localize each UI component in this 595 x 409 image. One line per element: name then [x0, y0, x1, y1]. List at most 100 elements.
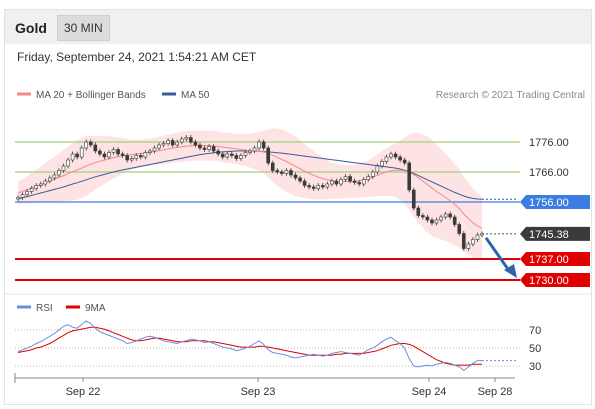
level-label-1730.00: 1730.00: [529, 275, 569, 287]
candle-body: [411, 189, 416, 209]
candle-body: [139, 155, 143, 158]
candle-body: [298, 177, 302, 182]
candle-body: [371, 171, 375, 177]
candle-body: [148, 150, 152, 153]
candle-body: [302, 180, 307, 186]
rsi-tick-30: 30: [529, 361, 541, 373]
candle-body: [380, 161, 384, 167]
x-axis: Sep 22 Sep 23 Sep 24 Sep 28: [14, 373, 515, 398]
candle-body: [125, 155, 129, 161]
candle-body: [225, 153, 230, 158]
candle-body: [61, 165, 66, 171]
candle-body: [421, 215, 425, 218]
candle-body: [448, 213, 452, 218]
candle-body: [398, 156, 402, 161]
ma50-legend-label: MA 50: [181, 90, 210, 101]
candle-body: [16, 197, 20, 200]
candle-body: [48, 177, 52, 182]
candle-body: [280, 171, 284, 174]
ma9-legend-label: 9MA: [85, 303, 106, 314]
candle-body: [152, 147, 157, 152]
candle-body: [211, 146, 216, 152]
candle-body: [134, 155, 139, 159]
forecast-arrow-head: [504, 264, 517, 278]
rsi-panel: 70 50 30: [15, 320, 541, 373]
rsi-tick-50: 50: [529, 343, 541, 355]
candle-body: [257, 141, 261, 149]
candle-body: [348, 176, 352, 182]
candle-body: [457, 224, 462, 234]
rsi-legend: RSI 9MA: [17, 303, 106, 314]
candle-body: [480, 233, 484, 236]
candle-body: [389, 153, 393, 158]
forecast-arrow: [484, 236, 517, 278]
candle-body: [366, 176, 371, 180]
candle-body: [29, 188, 34, 192]
legend: MA 20 + Bollinger Bands MA 50 Research ©…: [17, 90, 585, 101]
rsi-ma-line: [17, 326, 482, 366]
candle-body: [175, 141, 180, 146]
candle-body: [402, 159, 407, 164]
candle-body: [184, 137, 189, 140]
candle-body: [384, 156, 389, 162]
candle-body: [88, 141, 93, 146]
candle-body: [129, 158, 134, 161]
candle-body: [443, 213, 448, 218]
candle-body: [361, 179, 366, 185]
x-tick-label: Sep 22: [66, 386, 101, 398]
candle-body: [462, 233, 466, 249]
candle-body: [261, 141, 266, 149]
candle-body: [189, 137, 193, 143]
candle-body: [311, 186, 316, 189]
candle-body: [293, 174, 298, 179]
candle-body: [393, 153, 398, 158]
level-tag-1756.00: [520, 195, 590, 209]
candle-body: [407, 162, 412, 191]
chart-date: Friday, September 24, 2021 1:54:21 AM CE…: [17, 50, 257, 64]
candle-body: [239, 155, 243, 159]
candle-body: [20, 194, 25, 198]
candle-body: [307, 185, 311, 188]
candle-body: [316, 185, 321, 189]
level-tag-1737.00: [520, 252, 590, 266]
candle-body: [330, 180, 334, 185]
candle-body: [43, 180, 48, 185]
candle-body: [202, 147, 207, 150]
candle-body: [289, 170, 293, 176]
candle-body: [471, 239, 475, 245]
candle-body: [84, 141, 89, 149]
candle-body: [230, 153, 234, 156]
candle-body: [52, 174, 57, 179]
candle-body: [430, 219, 434, 224]
candle-body: [66, 159, 70, 167]
candle-body: [339, 179, 343, 185]
candle-body: [107, 152, 111, 158]
candle-body: [70, 153, 75, 161]
level-label-1756.00: 1756.00: [529, 197, 569, 209]
candle-body: [243, 152, 248, 156]
candle-body: [325, 183, 330, 188]
level-tag-1745.38: [520, 226, 590, 241]
level-label-1745.38: 1745.38: [529, 229, 569, 241]
candle-body: [102, 153, 107, 158]
instrument-title: Gold: [15, 20, 47, 36]
candle-body: [466, 243, 471, 249]
candle-body: [220, 153, 225, 158]
candle-body: [284, 170, 289, 174]
candle-body: [434, 219, 439, 224]
level-label-1766.00: 1766.00: [529, 167, 569, 179]
candle-body: [170, 140, 175, 146]
candle-body: [166, 140, 170, 144]
candle-body: [416, 207, 421, 216]
candle-body: [75, 153, 79, 158]
candle-body: [157, 144, 161, 149]
candle-body: [352, 180, 357, 183]
x-tick-label: Sep 28: [478, 386, 513, 398]
level-label-1776.00: 1776.00: [529, 137, 569, 149]
forecast-arrow-shaft: [484, 236, 512, 273]
credit-text: Research © 2021 Trading Central: [436, 90, 585, 101]
timeframe-badge[interactable]: 30 MIN: [57, 15, 110, 41]
candle-body: [357, 182, 361, 185]
candle-body: [334, 180, 339, 185]
